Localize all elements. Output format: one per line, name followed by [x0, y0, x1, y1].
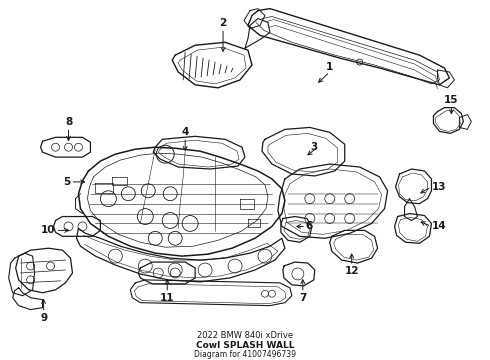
Text: 6: 6	[306, 221, 313, 231]
Text: 1: 1	[326, 62, 333, 72]
Polygon shape	[438, 70, 454, 88]
Polygon shape	[460, 114, 471, 129]
Polygon shape	[153, 136, 245, 169]
Text: 7: 7	[299, 293, 307, 303]
Text: 8: 8	[65, 117, 72, 127]
Text: 10: 10	[41, 225, 55, 235]
Polygon shape	[283, 262, 315, 286]
Polygon shape	[76, 228, 285, 282]
Polygon shape	[395, 169, 432, 204]
Polygon shape	[405, 199, 417, 220]
Text: 9: 9	[40, 312, 47, 323]
Polygon shape	[262, 127, 345, 176]
Text: 2: 2	[220, 18, 227, 28]
Text: 14: 14	[432, 221, 446, 231]
Polygon shape	[16, 248, 73, 293]
Text: 15: 15	[444, 95, 459, 105]
Polygon shape	[138, 262, 195, 284]
Text: 11: 11	[160, 293, 174, 303]
Polygon shape	[278, 164, 388, 238]
Polygon shape	[9, 253, 35, 296]
Polygon shape	[41, 137, 91, 157]
Text: 3: 3	[311, 142, 318, 152]
Text: 2022 BMW 840i xDrive: 2022 BMW 840i xDrive	[197, 331, 293, 340]
Polygon shape	[130, 280, 292, 306]
Text: 4: 4	[181, 127, 189, 137]
Polygon shape	[13, 288, 43, 310]
Polygon shape	[434, 108, 464, 133]
Text: 12: 12	[344, 266, 359, 276]
Polygon shape	[245, 18, 270, 48]
Polygon shape	[244, 9, 265, 28]
Polygon shape	[78, 147, 285, 256]
Text: 13: 13	[432, 182, 446, 192]
Polygon shape	[394, 213, 432, 243]
Polygon shape	[330, 230, 378, 263]
Text: 5: 5	[63, 177, 71, 187]
Polygon shape	[281, 216, 312, 242]
Polygon shape	[172, 42, 252, 88]
Text: Diagram for 41007496739: Diagram for 41007496739	[194, 350, 296, 359]
Text: Cowl SPLASH WALL: Cowl SPLASH WALL	[196, 341, 294, 350]
Polygon shape	[248, 9, 449, 85]
Polygon shape	[53, 216, 100, 236]
